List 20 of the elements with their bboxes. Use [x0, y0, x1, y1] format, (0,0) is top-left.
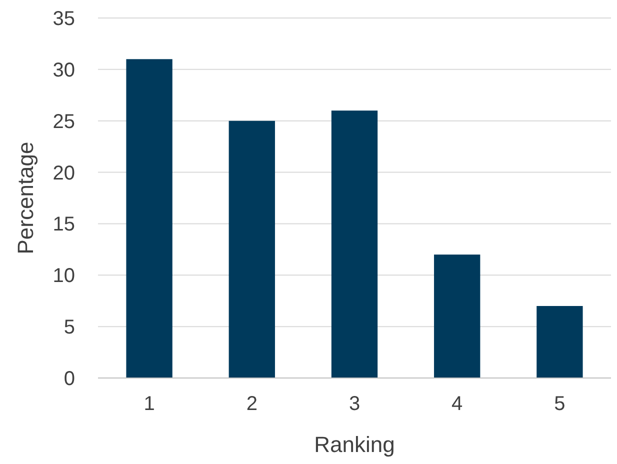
x-tick-label: 2 — [246, 393, 258, 415]
bar — [331, 110, 378, 378]
x-tick-label: 4 — [452, 393, 463, 415]
y-tick-label: 15 — [52, 214, 75, 236]
bar — [536, 306, 583, 378]
bar — [126, 59, 172, 378]
y-tick-label: 10 — [52, 265, 75, 288]
y-tick-label: 25 — [52, 110, 75, 133]
y-tick-label: 35 — [52, 8, 75, 30]
y-axis-title: Percentage — [13, 142, 38, 254]
y-tick-label: 0 — [64, 368, 75, 390]
x-tick-label: 3 — [348, 393, 360, 415]
x-tick-label: 5 — [554, 393, 566, 415]
x-axis-title: Ranking — [314, 432, 395, 457]
x-tick-label: 1 — [144, 393, 155, 415]
bar — [434, 254, 480, 378]
y-tick-label: 20 — [52, 162, 75, 184]
bar — [228, 120, 275, 378]
y-tick-label: 5 — [64, 316, 75, 339]
y-tick-label: 30 — [52, 59, 75, 82]
